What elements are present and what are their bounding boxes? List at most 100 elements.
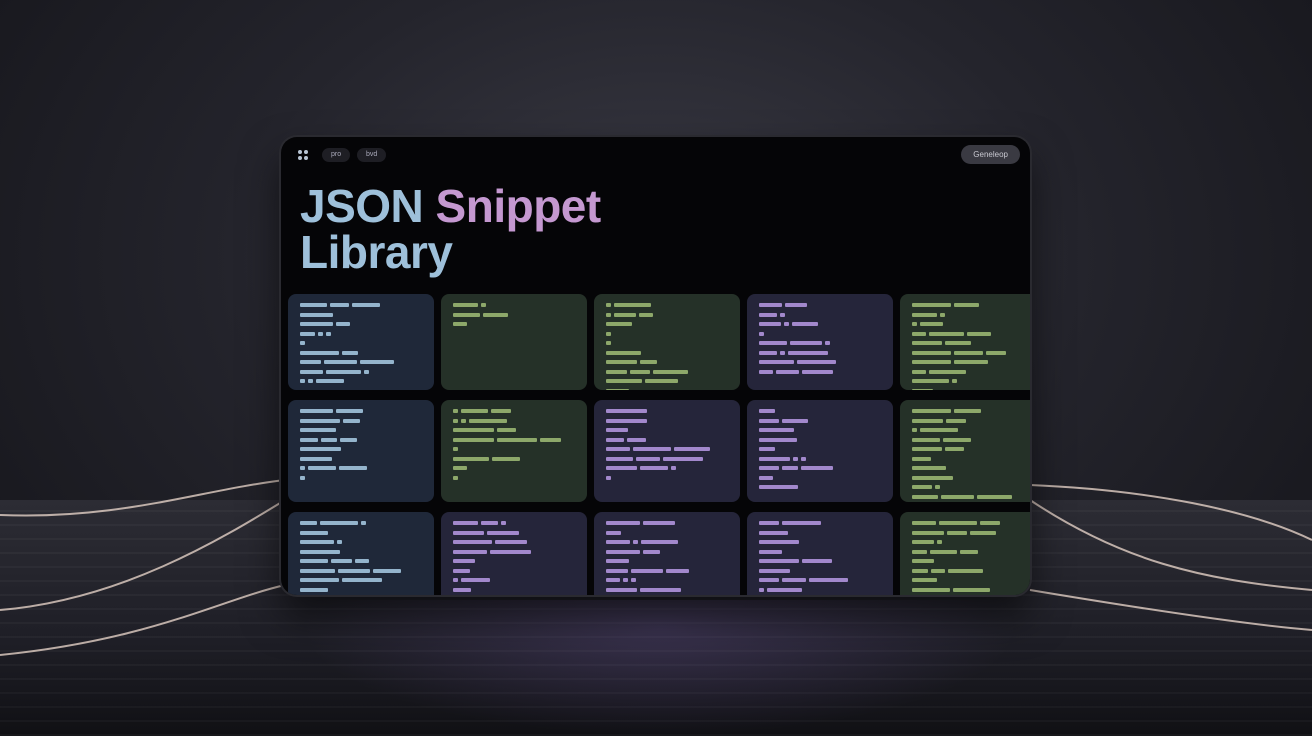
code-token <box>912 447 942 451</box>
code-token <box>606 388 629 390</box>
grid-dots-icon[interactable] <box>298 150 308 160</box>
code-line <box>759 428 881 432</box>
code-token <box>606 530 621 535</box>
code-token <box>614 312 636 317</box>
code-token <box>792 322 818 326</box>
code-token <box>336 322 350 326</box>
code-token <box>606 456 633 461</box>
code-token <box>759 350 777 355</box>
code-token <box>759 540 799 544</box>
code-line <box>453 475 575 480</box>
code-token <box>453 559 475 563</box>
code-line <box>300 568 422 573</box>
code-token <box>300 350 339 355</box>
snippet-card[interactable] <box>747 400 893 502</box>
code-token <box>606 350 641 355</box>
code-token <box>300 549 340 554</box>
code-token <box>627 437 646 442</box>
snippet-card[interactable] <box>900 512 1030 595</box>
code-line <box>300 521 422 525</box>
code-token <box>606 521 640 525</box>
code-line <box>300 341 422 345</box>
code-line <box>453 428 575 432</box>
code-token <box>935 485 940 489</box>
code-line <box>300 466 422 470</box>
code-token <box>606 341 611 345</box>
code-token <box>300 341 305 345</box>
code-token <box>331 559 352 563</box>
chip-button[interactable]: bvd <box>357 148 387 162</box>
code-token <box>967 331 991 336</box>
code-line <box>759 475 881 480</box>
code-line <box>912 379 1030 383</box>
code-token <box>300 437 318 442</box>
code-token <box>606 312 611 317</box>
code-token <box>318 331 323 336</box>
code-line <box>912 341 1030 345</box>
code-line <box>759 331 881 336</box>
code-token <box>606 475 611 480</box>
snippet-card[interactable] <box>441 400 587 502</box>
code-token <box>943 437 971 442</box>
code-token <box>912 341 942 345</box>
code-line <box>759 549 881 554</box>
cta-button[interactable]: Geneleop <box>961 145 1020 164</box>
code-token <box>606 418 647 423</box>
code-line <box>300 360 422 364</box>
code-line <box>759 530 881 535</box>
code-token <box>912 379 949 383</box>
snippet-card[interactable] <box>594 294 740 390</box>
code-line <box>300 369 422 374</box>
snippet-card[interactable] <box>900 400 1030 502</box>
code-line <box>300 540 422 544</box>
chip-button[interactable]: pro <box>322 148 351 162</box>
code-token <box>453 578 458 582</box>
code-token <box>631 578 636 582</box>
snippet-card[interactable] <box>900 294 1030 390</box>
code-token <box>759 587 764 592</box>
code-token <box>980 521 1000 525</box>
snippet-card[interactable] <box>288 294 434 390</box>
code-token <box>912 428 917 432</box>
code-token <box>912 350 951 355</box>
code-token <box>342 350 358 355</box>
code-line <box>759 303 881 307</box>
code-line <box>300 549 422 554</box>
snippet-card[interactable] <box>441 294 587 390</box>
code-token <box>759 418 779 423</box>
snippet-card[interactable] <box>747 512 893 595</box>
code-token <box>300 559 328 563</box>
snippet-card[interactable] <box>594 512 740 595</box>
code-line <box>606 369 728 374</box>
code-token <box>940 312 945 317</box>
code-line <box>759 485 881 489</box>
code-token <box>308 466 336 470</box>
code-line <box>300 331 422 336</box>
code-token <box>780 312 785 317</box>
code-line <box>300 530 422 535</box>
snippet-card[interactable] <box>288 400 434 502</box>
code-token <box>953 587 990 592</box>
code-token <box>361 521 366 525</box>
code-line <box>606 521 728 525</box>
code-token <box>300 568 335 573</box>
code-line <box>300 322 422 326</box>
code-token <box>453 466 467 470</box>
snippet-card[interactable] <box>747 294 893 390</box>
snippet-card[interactable] <box>594 400 740 502</box>
code-token <box>912 331 926 336</box>
code-line <box>453 456 575 461</box>
snippet-card[interactable] <box>288 512 434 595</box>
code-token <box>801 466 833 470</box>
code-token <box>954 350 983 355</box>
code-token <box>912 369 926 374</box>
code-line <box>759 409 881 413</box>
code-line <box>300 303 422 307</box>
code-line <box>453 559 575 563</box>
code-token <box>939 521 977 525</box>
snippet-card[interactable] <box>441 512 587 595</box>
code-line <box>453 418 575 423</box>
code-token <box>912 360 951 364</box>
code-line <box>606 456 728 461</box>
code-token <box>606 409 647 413</box>
